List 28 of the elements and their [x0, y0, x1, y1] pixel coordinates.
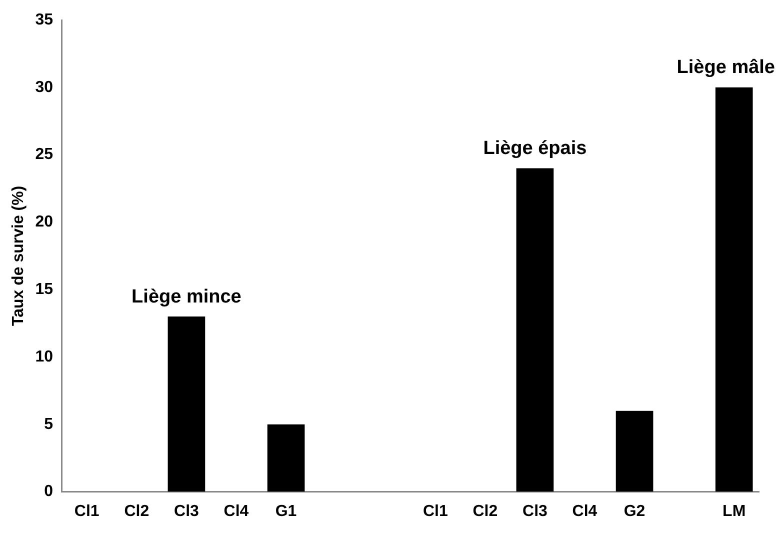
y-tick-label: 0	[44, 483, 54, 500]
y-tick-label: 35	[35, 11, 54, 28]
bar	[516, 168, 554, 492]
x-tick-label: Cl4	[224, 502, 249, 520]
x-tick-label: Cl3	[522, 502, 548, 520]
x-tick-label: G2	[624, 502, 646, 520]
y-axis-title: Taux de survie (%)	[10, 186, 28, 326]
x-tick-label: LM	[722, 502, 746, 520]
x-tick-label: Cl2	[472, 502, 498, 520]
x-tick-label: G1	[275, 502, 297, 520]
x-tick-label: Cl2	[124, 502, 150, 520]
bar	[616, 410, 654, 492]
x-tick-label: Cl1	[422, 502, 448, 520]
annotation: Liège mince	[132, 286, 242, 308]
y-tick-label: 30	[35, 78, 54, 96]
bar	[715, 87, 753, 492]
bar	[267, 424, 305, 492]
y-tick-label: 5	[44, 416, 54, 433]
x-tick-label: Cl4	[572, 502, 598, 520]
x-tick-label: Cl3	[174, 502, 200, 520]
bar	[168, 316, 206, 492]
y-tick-label: 20	[35, 214, 54, 231]
annotation: Liège épais	[483, 138, 587, 160]
x-tick-label: Cl1	[74, 502, 100, 520]
annotation: Liège mâle	[676, 57, 776, 78]
y-tick-label: 15	[35, 281, 54, 298]
y-tick-label: 25	[35, 146, 54, 164]
y-tick-label: 10	[35, 348, 54, 366]
